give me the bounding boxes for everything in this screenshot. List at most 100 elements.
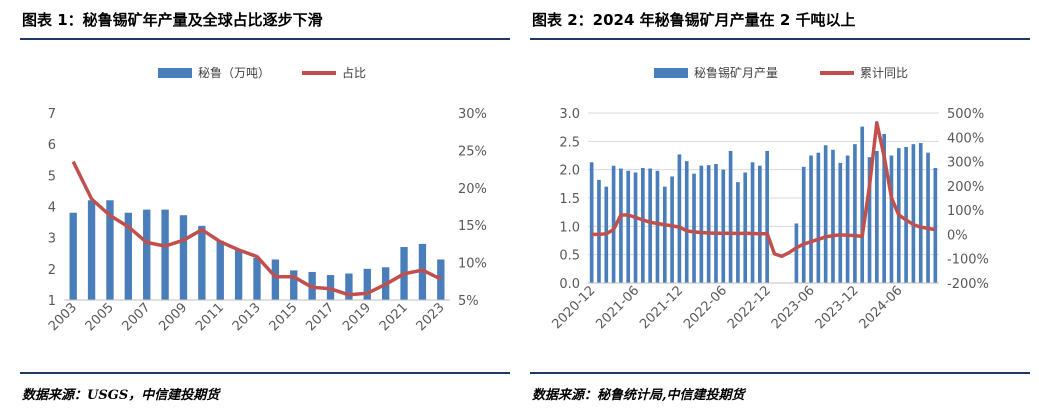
bar: [926, 152, 930, 283]
legend-bar-swatch: [654, 68, 688, 78]
line-series: [71, 160, 442, 297]
bar: [809, 155, 813, 283]
bar: [758, 165, 762, 283]
y-right-tick-label: -100%: [947, 253, 989, 268]
bar: [345, 273, 353, 300]
x-tick-label: 2017: [303, 300, 337, 334]
x-tick-label: 2023-12: [813, 283, 862, 332]
bar: [750, 162, 755, 283]
y-left-tick-label: 1.5: [559, 192, 580, 207]
x-tick-label: 2007: [120, 300, 154, 334]
legend-bar-label: 秘鲁（万吨）: [198, 66, 270, 80]
y-left-tick-label: 3.0: [559, 107, 580, 122]
y-left-tick-label: 2.5: [559, 135, 580, 150]
bar: [882, 133, 886, 283]
left-chart-title: 图表 1：秘鲁锡矿年产量及全球占比逐步下滑: [22, 11, 323, 29]
x-tick-label: 2023: [414, 300, 448, 334]
y-left-tick-label: 0.0: [559, 277, 580, 292]
bar: [648, 168, 652, 283]
x-tick-label: 2005: [83, 300, 117, 334]
bar: [838, 162, 843, 283]
x-tick-label: 2021-12: [637, 283, 686, 332]
bar: [721, 169, 726, 283]
left-bottom-rule: [20, 372, 510, 374]
y-left-tick-label: 5: [48, 169, 56, 184]
x-tick-label: 2022-12: [725, 283, 774, 332]
bar: [765, 150, 769, 283]
right-chart-title: 图表 2：2024 年秘鲁锡矿月产量在 2 千吨以上: [532, 11, 856, 29]
x-tick-label: 2022-06: [681, 283, 730, 332]
y-right-tick-label: 500%: [947, 107, 984, 122]
right-source-note: 数据来源：秘鲁统计局,中信建投期货: [532, 388, 745, 403]
right-title-rule: [530, 38, 1030, 40]
legend-bar-swatch: [158, 68, 192, 78]
y-left-tick-label: 6: [48, 138, 56, 153]
bar: [633, 172, 638, 283]
bar: [823, 145, 828, 283]
legend-line-label: 占比: [342, 65, 366, 80]
bar: [714, 164, 718, 283]
y-right-tick-label: 20%: [458, 182, 487, 197]
bar: [831, 149, 835, 283]
bar: [933, 167, 938, 283]
bar: [216, 240, 224, 300]
x-tick-label: 2011: [193, 300, 227, 334]
x-tick-label: 2023-06: [769, 283, 818, 332]
x-tick-label: 2009: [156, 300, 190, 334]
bar: [699, 165, 704, 283]
bar: [619, 168, 623, 283]
bar: [106, 200, 114, 300]
bar: [684, 161, 689, 283]
y-left-tick-label: 4: [48, 201, 56, 216]
left-source-note: 数据来源：USGS，中信建投期货: [22, 388, 220, 403]
bar: [911, 144, 916, 283]
y-right-tick-label: 15%: [458, 219, 487, 234]
bar: [611, 165, 616, 283]
bar: [179, 215, 188, 300]
bar: [853, 144, 857, 283]
right-bottom-rule: [530, 372, 1030, 374]
bar: [875, 150, 879, 283]
bar: [641, 167, 645, 283]
x-tick-label: 2013: [230, 300, 264, 334]
bar: [801, 166, 806, 283]
bar: [589, 162, 594, 283]
y-right-tick-label: 10%: [458, 257, 487, 272]
bar: [743, 172, 748, 283]
y-right-tick-label: 30%: [458, 107, 487, 122]
y-right-tick-label: 0%: [947, 228, 968, 243]
bar: [271, 259, 280, 300]
bar: [87, 200, 96, 300]
y-right-tick-label: 25%: [458, 144, 487, 159]
bar: [290, 270, 298, 300]
bar: [677, 154, 682, 283]
bar: [904, 147, 908, 283]
bar: [918, 143, 923, 283]
right-panel: 图表 2：2024 年秘鲁锡矿月产量在 2 千吨以上 秘鲁锡矿月产量 累计同比 0.…: [530, 0, 1039, 420]
line-series: [591, 120, 936, 259]
y-left-tick-label: 7: [48, 107, 56, 122]
bar: [706, 165, 711, 283]
bar: [363, 268, 371, 300]
bar: [655, 170, 660, 283]
bar: [692, 173, 696, 283]
bar: [670, 176, 674, 283]
y-right-tick-label: 5%: [458, 294, 479, 309]
bar: [728, 150, 733, 283]
legend-line-label: 累计同比: [860, 66, 908, 80]
bar: [816, 152, 821, 283]
x-tick-label: 2015: [267, 300, 301, 334]
legend-bar-label: 秘鲁锡矿月产量: [694, 65, 778, 80]
x-tick-label: 2024-06: [857, 283, 906, 332]
bar: [69, 212, 77, 300]
bar: [234, 250, 243, 300]
bar: [143, 209, 151, 300]
bar: [253, 257, 261, 300]
bar: [845, 155, 850, 283]
y-right-tick-label: 300%: [947, 156, 984, 171]
x-tick-label: 2019: [340, 300, 374, 334]
y-right-tick-label: 100%: [947, 204, 984, 219]
y-right-tick-label: 400%: [947, 131, 984, 146]
bar: [161, 209, 169, 300]
